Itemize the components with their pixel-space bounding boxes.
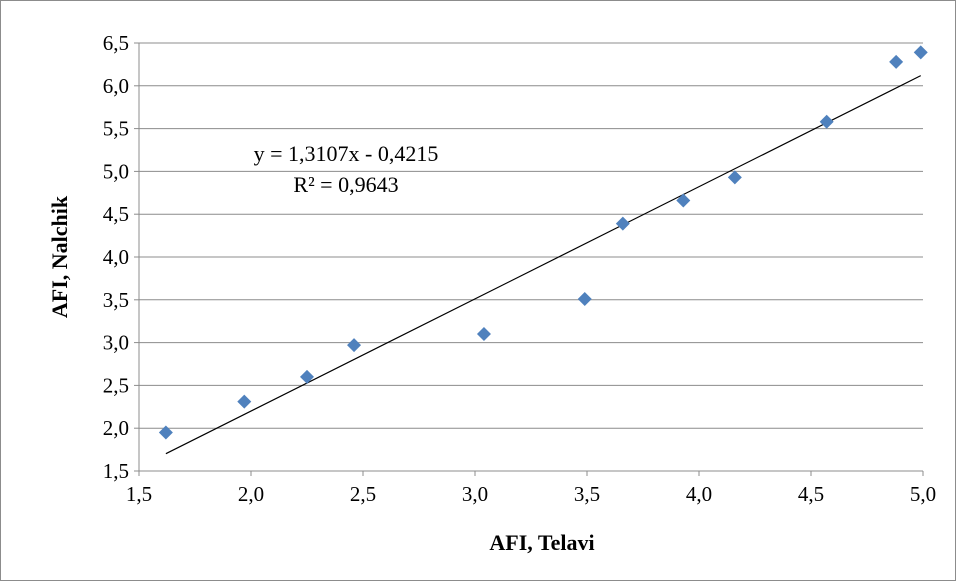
trendline-group bbox=[165, 75, 922, 455]
y-tick-label-10: 6,5 bbox=[103, 31, 129, 55]
data-point-0 bbox=[158, 425, 173, 440]
y-tick-label-5: 4,0 bbox=[103, 245, 129, 269]
data-point-11 bbox=[913, 45, 928, 60]
x-tick-label-6: 4,5 bbox=[798, 482, 824, 506]
y-tick-labels: 1,5 2,0 2,5 3,0 3,5 4,0 4,5 5,0 5,5 6,0 6,5 bbox=[103, 31, 129, 483]
data-point-6 bbox=[615, 216, 630, 231]
x-tick-label-0: 1,5 bbox=[126, 482, 152, 506]
x-tick-label-5: 4,0 bbox=[686, 482, 712, 506]
y-tick-label-0: 1,5 bbox=[103, 459, 129, 483]
data-point-5 bbox=[577, 291, 592, 306]
x-tick-labels: 1,5 2,0 2,5 3,0 3,5 4,0 4,5 5,0 bbox=[126, 482, 936, 506]
y-tick-label-7: 5,0 bbox=[103, 159, 129, 183]
data-point-8 bbox=[727, 170, 742, 185]
axes bbox=[134, 42, 924, 476]
data-point-3 bbox=[347, 338, 362, 353]
data-point-2 bbox=[300, 369, 314, 384]
x-tick-label-7: 5,0 bbox=[910, 482, 936, 506]
trendline-equation: y = 1,3107x - 0,4215 bbox=[254, 141, 439, 166]
x-tick-label-3: 3,0 bbox=[462, 482, 488, 506]
y-tick-label-1: 2,0 bbox=[103, 416, 129, 440]
x-tick-label-2: 2,5 bbox=[350, 482, 376, 506]
data-point-9 bbox=[819, 114, 834, 129]
x-tick-label-1: 2,0 bbox=[238, 482, 264, 506]
y-tick-label-9: 6,0 bbox=[103, 74, 129, 98]
y-tick-label-8: 5,5 bbox=[103, 117, 129, 141]
y-tick-label-4: 3,5 bbox=[103, 288, 129, 312]
data-point-1 bbox=[237, 394, 252, 409]
data-point-7 bbox=[676, 193, 691, 208]
y-tick-label-6: 4,5 bbox=[103, 202, 129, 226]
data-points bbox=[158, 45, 928, 440]
x-axis-title: AFI, Telavi bbox=[489, 530, 594, 555]
trendline bbox=[165, 75, 922, 455]
trendline-r-squared: R² = 0,9643 bbox=[293, 172, 398, 197]
y-tick-label-3: 3,0 bbox=[103, 331, 129, 355]
gridlines bbox=[139, 42, 923, 429]
data-point-10 bbox=[889, 54, 904, 69]
data-point-4 bbox=[476, 327, 491, 342]
y-axis-title: AFI, Nalchik bbox=[47, 195, 72, 318]
x-tick-label-4: 3,5 bbox=[574, 482, 600, 506]
y-tick-label-2: 2,5 bbox=[103, 373, 129, 397]
